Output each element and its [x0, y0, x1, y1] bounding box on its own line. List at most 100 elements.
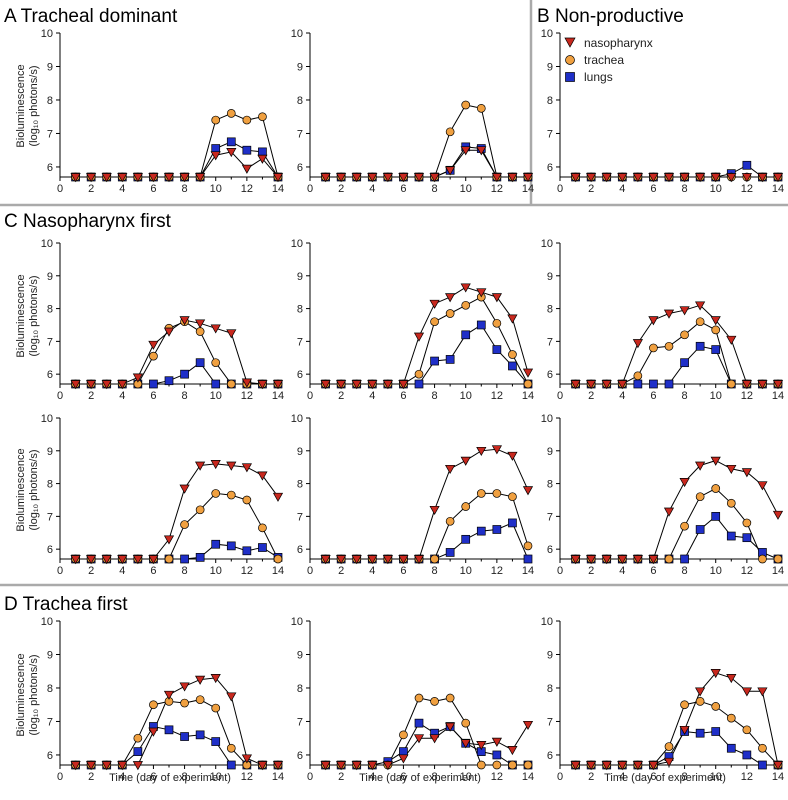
chart-panel-c6: 6 7 8 9 10 0 2 4 6 8 10 12 14: [541, 413, 784, 577]
data-point-nasopharynx: [241, 463, 252, 473]
y-tick-label: 10: [541, 413, 553, 425]
data-point-nasopharynx: [367, 555, 378, 565]
data-point-trachea: [242, 115, 252, 125]
data-point-nasopharynx: [741, 380, 752, 390]
x-tick-label: 4: [619, 183, 625, 195]
y-tick-label: 10: [541, 238, 553, 250]
chart-panel-d1: 6 7 8 9 10 0 2 4 6 8 10 12 14: [41, 616, 284, 783]
data-point-trachea: [149, 700, 158, 710]
data-point-nasopharynx: [86, 555, 97, 565]
data-point-trachea: [445, 516, 455, 526]
x-tick-label: 0: [557, 565, 563, 577]
x-tick-label: 2: [338, 390, 344, 402]
y-tick-label: 7: [547, 716, 553, 728]
data-point-nasopharynx: [179, 316, 190, 326]
y-tick-label: 6: [297, 544, 303, 556]
chart-panel-a2: 6 7 8 9 10 0 2 4 6 8 10 12 14: [291, 28, 534, 195]
data-point-trachea: [399, 730, 408, 740]
data-point-nasopharynx: [163, 535, 175, 545]
x-tick-label: 2: [88, 771, 94, 783]
x-tick-label: 14: [522, 390, 534, 402]
x-tick-label: 10: [460, 390, 472, 402]
y-axis-label: (log₁₀ photons/s): [28, 449, 40, 530]
x-tick-label: 8: [182, 183, 188, 195]
data-point-lungs: [711, 727, 721, 736]
data-point-nasopharynx: [272, 173, 284, 183]
data-point-nasopharynx: [632, 173, 643, 183]
x-tick-label: 2: [338, 565, 344, 577]
data-point-nasopharynx: [241, 754, 252, 764]
data-point-nasopharynx: [148, 555, 159, 565]
x-tick-label: 4: [619, 771, 625, 783]
data-point-nasopharynx: [148, 727, 159, 737]
data-point-nasopharynx: [398, 173, 409, 183]
data-point-nasopharynx: [601, 761, 612, 771]
data-point-nasopharynx: [132, 555, 143, 565]
y-tick-label: 8: [297, 683, 303, 695]
series-line-lungs: [325, 146, 528, 178]
y-tick-label: 7: [47, 128, 53, 140]
data-point-nasopharynx: [413, 332, 425, 342]
data-point-nasopharynx: [741, 173, 752, 183]
data-point-trachea: [445, 127, 455, 137]
data-point-trachea: [664, 742, 674, 751]
data-point-trachea: [633, 371, 643, 381]
data-point-lungs: [242, 546, 252, 556]
data-point-nasopharynx: [445, 293, 456, 303]
data-point-nasopharynx: [179, 682, 190, 692]
data-point-nasopharynx: [586, 173, 597, 183]
chart-panel-b: 6 7 8 9 10 0 2 4 6 8 10 12 14: [541, 28, 784, 195]
x-tick-label: 12: [491, 390, 503, 402]
data-point-nasopharynx: [617, 173, 628, 183]
data-point-lungs: [180, 554, 189, 564]
data-point-nasopharynx: [210, 151, 221, 161]
y-tick-label: 10: [41, 413, 53, 425]
y-tick-label: 10: [41, 238, 53, 250]
data-point-trachea: [711, 325, 721, 335]
data-point-trachea: [461, 718, 471, 728]
data-point-lungs: [211, 144, 221, 153]
y-tick-label: 7: [47, 511, 53, 523]
data-point-lungs: [211, 737, 221, 746]
data-point-nasopharynx: [570, 173, 581, 183]
series-line-nasopharynx: [75, 319, 278, 385]
data-point-nasopharynx: [86, 761, 97, 771]
data-point-trachea: [211, 703, 221, 713]
x-tick-label: 12: [241, 390, 253, 402]
data-point-nasopharynx: [367, 173, 378, 183]
data-point-nasopharynx: [601, 380, 612, 390]
data-point-trachea: [523, 379, 533, 389]
data-point-trachea: [476, 760, 486, 770]
data-point-trachea: [195, 505, 205, 515]
x-tick-label: 10: [210, 390, 222, 402]
data-point-nasopharynx: [257, 380, 268, 390]
data-point-nasopharynx: [679, 306, 690, 316]
x-tick-label: 6: [150, 390, 156, 402]
y-tick-label: 10: [291, 616, 303, 628]
data-point-lungs: [695, 728, 705, 738]
data-point-nasopharynx: [413, 734, 425, 744]
data-point-lungs: [258, 147, 267, 157]
data-point-nasopharynx: [272, 380, 284, 390]
data-point-nasopharynx: [398, 555, 409, 565]
y-tick-label: 8: [547, 479, 553, 491]
x-tick-label: 4: [119, 565, 125, 577]
x-tick-label: 6: [650, 771, 656, 783]
data-point-trachea: [664, 554, 674, 564]
data-point-nasopharynx: [648, 173, 659, 183]
data-point-lungs: [180, 369, 189, 379]
y-tick-label: 9: [297, 61, 303, 73]
data-point-nasopharynx: [132, 173, 143, 183]
data-point-nasopharynx: [663, 757, 675, 767]
data-point-nasopharynx: [476, 741, 487, 751]
y-tick-label: 8: [547, 683, 553, 695]
legend-label-trachea: trachea: [584, 53, 624, 67]
data-point-nasopharynx: [648, 555, 659, 565]
x-tick-label: 2: [588, 771, 594, 783]
data-point-nasopharynx: [70, 380, 81, 390]
data-point-nasopharynx: [320, 380, 331, 390]
data-point-trachea: [711, 702, 721, 711]
series-line-nasopharynx: [325, 448, 529, 560]
data-point-nasopharynx: [86, 380, 97, 390]
y-axis-label: (log₁₀ photons/s): [28, 65, 40, 146]
